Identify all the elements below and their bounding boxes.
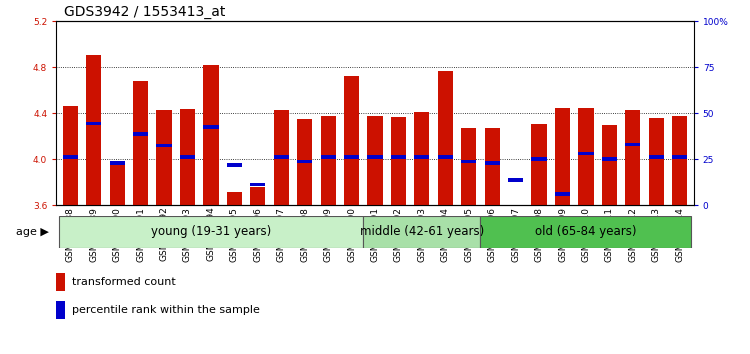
Bar bbox=[110, 161, 125, 165]
Bar bbox=[86, 55, 101, 205]
Bar bbox=[555, 108, 570, 205]
Bar bbox=[180, 155, 195, 159]
Bar bbox=[481, 216, 692, 248]
Bar bbox=[133, 81, 148, 205]
Bar bbox=[368, 115, 382, 205]
Text: middle (42-61 years): middle (42-61 years) bbox=[360, 225, 484, 238]
Bar bbox=[86, 122, 101, 125]
Bar bbox=[578, 108, 593, 205]
Bar bbox=[532, 124, 547, 205]
Bar bbox=[203, 125, 218, 129]
Bar bbox=[438, 155, 453, 159]
Bar bbox=[58, 216, 363, 248]
Bar bbox=[555, 192, 570, 196]
Bar bbox=[368, 155, 382, 159]
Bar bbox=[363, 216, 481, 248]
Bar bbox=[320, 155, 336, 159]
Bar bbox=[414, 155, 430, 159]
Text: old (65-84 years): old (65-84 years) bbox=[536, 225, 637, 238]
Text: percentile rank within the sample: percentile rank within the sample bbox=[72, 306, 260, 315]
Text: age ▶: age ▶ bbox=[16, 227, 49, 237]
Bar bbox=[484, 128, 500, 205]
Text: young (19-31 years): young (19-31 years) bbox=[151, 225, 271, 238]
Bar bbox=[56, 273, 64, 291]
Bar bbox=[274, 110, 289, 205]
Bar bbox=[672, 115, 687, 205]
Bar bbox=[672, 155, 687, 159]
Text: transformed count: transformed count bbox=[72, 277, 176, 287]
Bar bbox=[320, 115, 336, 205]
Bar bbox=[226, 192, 242, 205]
Bar bbox=[578, 152, 593, 155]
Bar bbox=[626, 143, 640, 146]
Bar bbox=[56, 302, 64, 319]
Bar bbox=[203, 65, 218, 205]
Bar bbox=[649, 118, 664, 205]
Bar bbox=[226, 163, 242, 167]
Text: GDS3942 / 1553413_at: GDS3942 / 1553413_at bbox=[64, 5, 225, 19]
Bar bbox=[157, 110, 172, 205]
Bar bbox=[274, 155, 289, 159]
Bar bbox=[63, 106, 78, 205]
Bar bbox=[251, 187, 266, 205]
Bar bbox=[532, 158, 547, 161]
Bar bbox=[297, 119, 312, 205]
Bar bbox=[461, 160, 476, 164]
Bar bbox=[414, 112, 430, 205]
Bar bbox=[157, 144, 172, 147]
Bar bbox=[251, 183, 266, 187]
Bar bbox=[63, 155, 78, 159]
Bar bbox=[180, 109, 195, 205]
Bar bbox=[344, 76, 359, 205]
Bar bbox=[649, 155, 664, 159]
Bar bbox=[133, 132, 148, 136]
Bar bbox=[110, 165, 125, 205]
Bar bbox=[391, 155, 406, 159]
Bar bbox=[508, 205, 524, 240]
Bar bbox=[438, 71, 453, 205]
Bar bbox=[391, 117, 406, 205]
Bar bbox=[508, 178, 524, 182]
Bar bbox=[461, 128, 476, 205]
Bar bbox=[602, 158, 617, 161]
Bar bbox=[297, 160, 312, 164]
Bar bbox=[602, 125, 617, 205]
Bar bbox=[626, 110, 640, 205]
Bar bbox=[484, 161, 500, 165]
Bar bbox=[344, 155, 359, 159]
